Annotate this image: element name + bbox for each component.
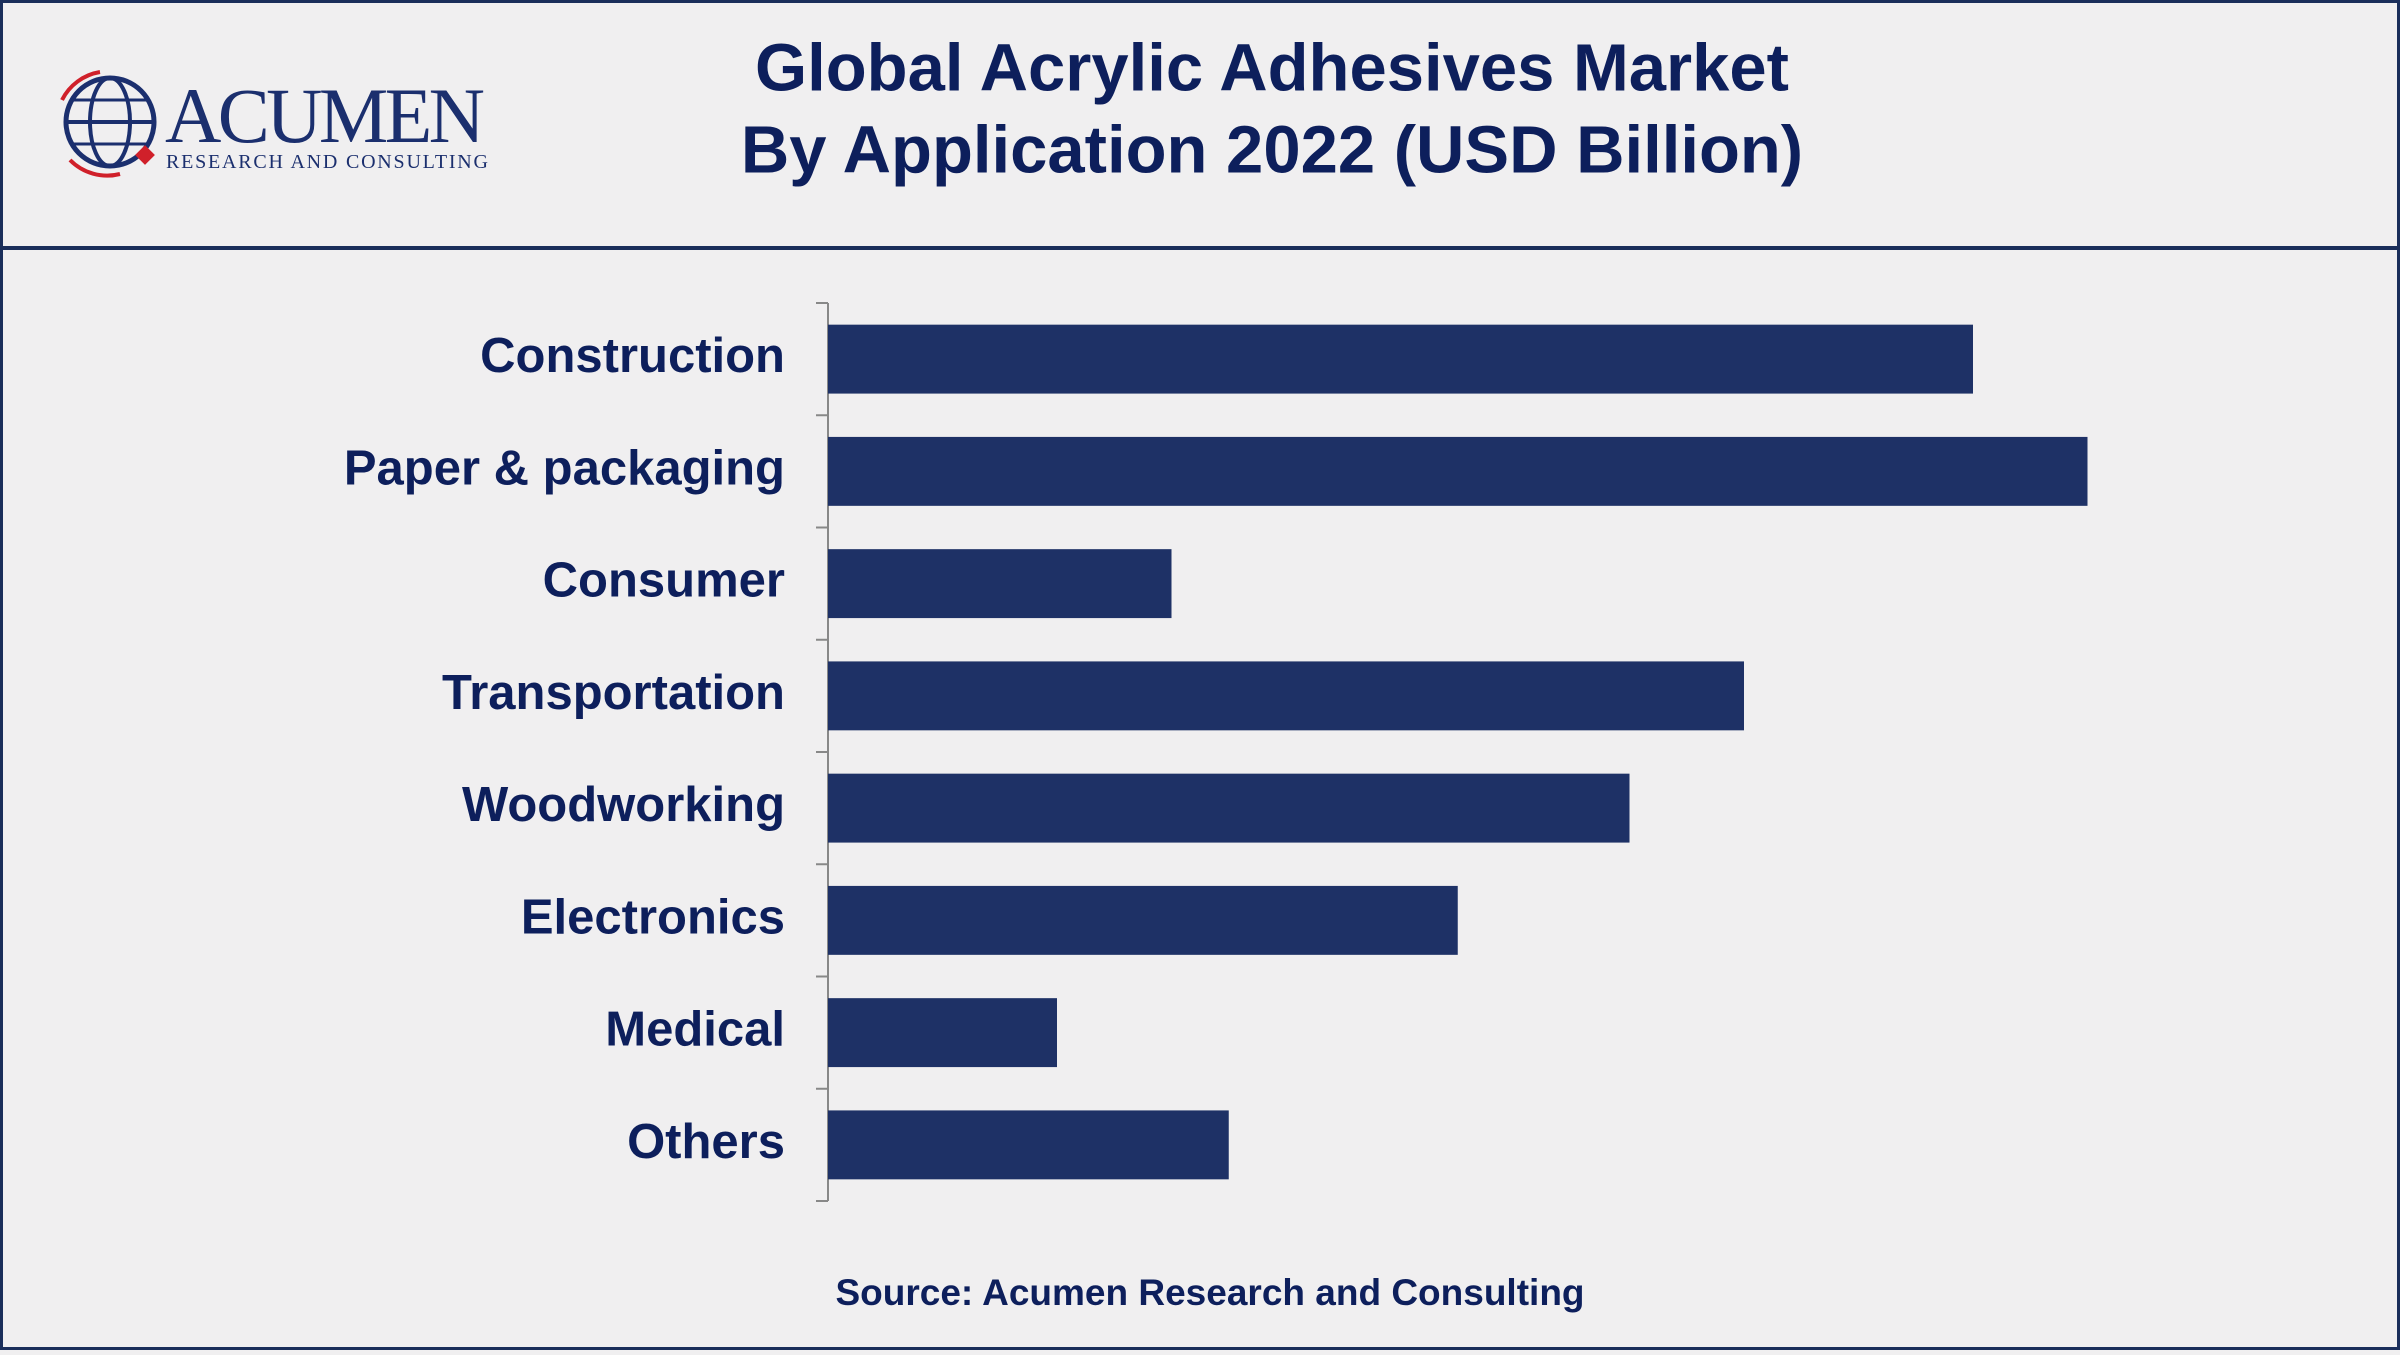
bar <box>828 998 1057 1068</box>
y-tick-label: Consumer <box>543 554 785 608</box>
y-tick-label: Paper & packaging <box>344 441 785 495</box>
y-tick-label: Woodworking <box>462 778 785 832</box>
y-tick-label: Construction <box>480 329 785 383</box>
logo-name: ACUMEN <box>165 72 485 159</box>
source-note: Source: Acumen Research and Consulting <box>835 1272 1584 1313</box>
chart-title: By Application 2022 (USD Billion) <box>741 113 1803 188</box>
chart-title: Global Acrylic Adhesives Market <box>755 31 1789 106</box>
logo-diamond <box>135 145 155 165</box>
bar <box>828 773 1630 843</box>
y-tick-label: Electronics <box>521 890 785 944</box>
logo: ACUMEN RESEARCH AND CONSULTING <box>60 70 488 178</box>
logo-arc <box>60 70 101 101</box>
bar <box>828 885 1458 955</box>
y-tick-label: Others <box>627 1115 785 1169</box>
bar <box>828 661 1744 731</box>
bar <box>828 436 2088 506</box>
y-tick-label: Transportation <box>442 666 785 720</box>
bar <box>828 549 1172 619</box>
logo-arc <box>68 158 121 178</box>
logo-tagline: RESEARCH AND CONSULTING <box>166 151 488 173</box>
bar <box>828 1110 1229 1180</box>
bar <box>828 324 1973 394</box>
y-tick-label: Medical <box>605 1003 785 1057</box>
